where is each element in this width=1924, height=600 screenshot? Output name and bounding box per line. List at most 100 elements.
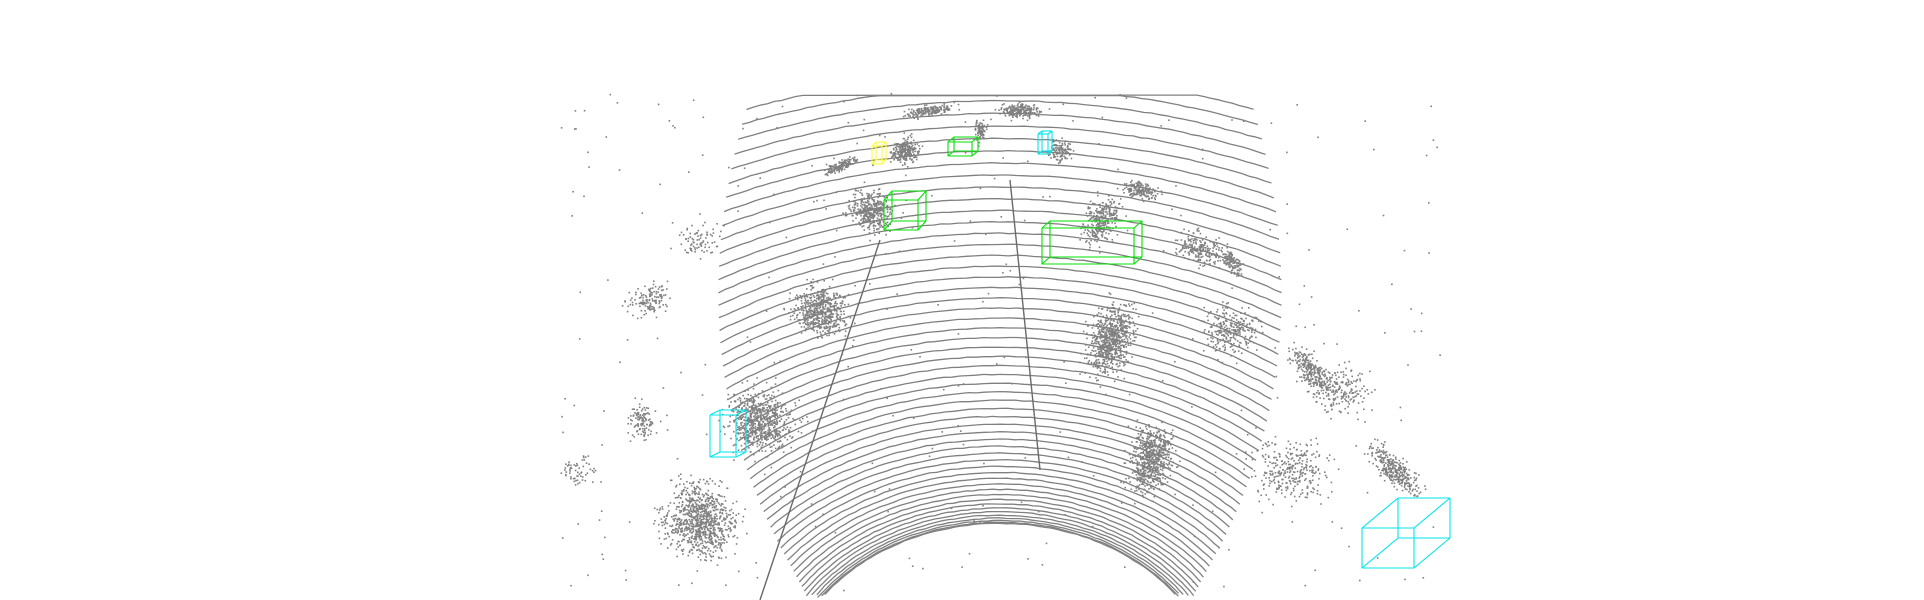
lidar-point [683, 529, 686, 532]
lidar-point [872, 221, 874, 224]
lidar-point [723, 519, 726, 521]
lidar-point [776, 417, 779, 420]
lidar-point [693, 510, 696, 512]
lidar-point [1159, 479, 1162, 482]
lidar-point [1154, 439, 1156, 442]
lidar-point [774, 409, 777, 412]
lidar-point [783, 421, 786, 423]
lidar-point [1113, 380, 1116, 383]
lidar-point [665, 303, 667, 306]
lidar-point [688, 493, 690, 496]
lidar-point [744, 508, 746, 510]
lidar-point [1105, 329, 1108, 331]
lidar-point [766, 419, 769, 422]
lidar-point [1129, 338, 1132, 340]
lidar-point [805, 295, 807, 298]
lidar-point [754, 393, 756, 396]
lidar-point [1109, 316, 1112, 318]
lidar-point [681, 530, 684, 533]
lidar-point [774, 432, 776, 434]
lidar-point [758, 423, 761, 425]
lidar-point [841, 167, 844, 170]
lidar-point [1113, 342, 1115, 344]
lidar-point [1132, 462, 1134, 464]
scan-ring [753, 407, 1247, 488]
lidar-point [1111, 314, 1113, 317]
lidar-point [643, 416, 645, 419]
lidar-point [624, 301, 626, 303]
lidar-point [738, 396, 741, 399]
lidar-point [699, 508, 701, 510]
lidar-point [1105, 346, 1107, 348]
lidar-point [711, 495, 713, 498]
lidar-point [925, 104, 928, 106]
lidar-point [750, 413, 753, 415]
lidar-point [889, 211, 892, 214]
lidar-point [703, 523, 705, 525]
lidar-point [1148, 455, 1151, 458]
lidar-point [866, 207, 869, 210]
lidar-point [1089, 354, 1091, 356]
lidar-point [896, 143, 898, 145]
lidar-point [819, 327, 821, 330]
lidar-point [1117, 347, 1119, 349]
lidar-point [726, 515, 728, 517]
lidar-point [734, 525, 736, 527]
lidar-point [704, 526, 707, 529]
lidar-point [842, 212, 844, 214]
lidar-point [581, 476, 584, 478]
lidar-point [693, 516, 695, 518]
lidar-point [696, 514, 698, 517]
lidar-point [901, 147, 904, 149]
lidar-point [1152, 480, 1154, 482]
lidar-point [1101, 334, 1103, 336]
lidar-point [819, 301, 822, 304]
lidar-point [743, 429, 746, 431]
lidar-point [819, 331, 822, 334]
lidar-point [1157, 466, 1159, 469]
lidar-point [690, 244, 692, 246]
lidar-point [655, 432, 658, 434]
lidar-point [770, 433, 773, 436]
lidar-point [1158, 457, 1160, 460]
lidar-point [652, 287, 654, 289]
lidar-point [841, 164, 844, 166]
lidar-point [843, 159, 846, 161]
lidar-point [842, 310, 845, 313]
lidar-point [707, 529, 709, 531]
lidar-point [904, 158, 907, 160]
lidar-point [684, 520, 687, 522]
lidar-point [710, 527, 713, 530]
lidar-point [660, 543, 662, 545]
lidar-point [1099, 350, 1101, 353]
lidar-point [805, 302, 807, 304]
lidar-point [1155, 449, 1158, 451]
lidar-point [904, 159, 907, 161]
lidar-point [1148, 436, 1151, 439]
lidar-point [1110, 338, 1113, 341]
lidar-point [1120, 326, 1123, 329]
lidar-point [1141, 491, 1144, 494]
scan-ring [773, 452, 1227, 535]
lidar-point [693, 486, 695, 489]
lidar-point [771, 420, 773, 423]
lidar-point [729, 527, 731, 529]
lidar-point [1086, 337, 1088, 340]
lidar-point [707, 506, 709, 509]
lidar-point [829, 317, 832, 320]
lidar-point [700, 518, 703, 521]
lidar-point [1155, 484, 1157, 487]
lidar-point [634, 397, 637, 399]
lidar-point [812, 302, 815, 305]
lidar-point [654, 299, 656, 302]
lidar-point [685, 251, 688, 254]
lidar-point [582, 465, 585, 468]
lidar-point [803, 316, 805, 319]
lidar-point [1147, 471, 1149, 474]
lidar-point [712, 526, 714, 528]
lidar-point [1158, 454, 1160, 456]
lidar-point [854, 196, 856, 199]
lidar-point [830, 325, 832, 328]
